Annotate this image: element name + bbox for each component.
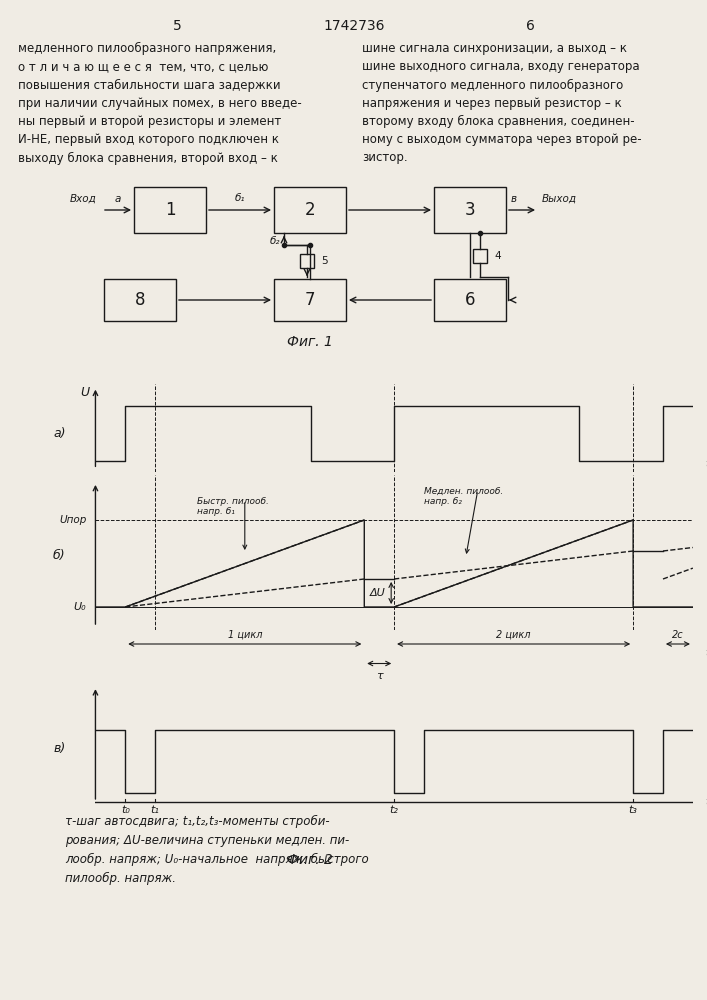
Text: 1 цикл: 1 цикл bbox=[228, 630, 262, 640]
Text: τ-шаг автосдвига; t₁,t₂,t₃-моменты строби-
рования; ΔU-величина ступеньки медлен: τ-шаг автосдвига; t₁,t₂,t₃-моменты строб… bbox=[65, 815, 369, 885]
Text: 2 цикл: 2 цикл bbox=[496, 630, 531, 640]
Text: U: U bbox=[81, 386, 90, 399]
Text: 4: 4 bbox=[494, 251, 501, 261]
Text: Вход: Вход bbox=[69, 194, 96, 204]
Text: 1: 1 bbox=[165, 201, 175, 219]
Text: t₀: t₀ bbox=[121, 805, 130, 815]
Text: Быстр. пилооб.
напр. б₁: Быстр. пилооб. напр. б₁ bbox=[197, 497, 269, 516]
Text: 6: 6 bbox=[464, 291, 475, 309]
Text: 6: 6 bbox=[525, 19, 534, 33]
Text: 7: 7 bbox=[305, 291, 315, 309]
Text: t₁: t₁ bbox=[151, 805, 160, 815]
Text: t₂: t₂ bbox=[390, 805, 399, 815]
Text: 2с: 2с bbox=[672, 630, 684, 640]
Text: Медлен. пилооб.
напр. б₂: Медлен. пилооб. напр. б₂ bbox=[424, 487, 503, 506]
Text: t: t bbox=[705, 648, 707, 658]
Text: медленного пилообразного напряжения,
о т л и ч а ю щ е е с я  тем, что, с целью
: медленного пилообразного напряжения, о т… bbox=[18, 42, 302, 165]
Text: 5: 5 bbox=[173, 19, 182, 33]
Bar bbox=[134, 187, 206, 233]
Text: 8: 8 bbox=[135, 291, 145, 309]
Text: 5: 5 bbox=[321, 256, 327, 266]
Text: б₁: б₁ bbox=[235, 193, 245, 203]
Bar bbox=[104, 279, 176, 321]
Text: а): а) bbox=[53, 427, 66, 440]
Text: t: t bbox=[705, 797, 707, 807]
Text: в: в bbox=[511, 194, 517, 204]
Bar bbox=[300, 254, 314, 268]
Text: t₃: t₃ bbox=[629, 805, 638, 815]
Bar bbox=[274, 279, 346, 321]
Text: в): в) bbox=[53, 742, 66, 755]
Text: 2: 2 bbox=[305, 201, 315, 219]
Text: а: а bbox=[115, 194, 121, 204]
Text: б): б) bbox=[53, 548, 66, 562]
Text: 1742736: 1742736 bbox=[323, 19, 385, 33]
Bar bbox=[434, 187, 506, 233]
Text: t: t bbox=[705, 459, 707, 469]
Bar bbox=[274, 187, 346, 233]
Bar bbox=[434, 279, 506, 321]
Text: Фиг. 1: Фиг. 1 bbox=[287, 335, 333, 349]
Text: Uпор: Uпор bbox=[59, 515, 86, 525]
Text: U₀: U₀ bbox=[74, 602, 86, 612]
Text: τ: τ bbox=[376, 671, 382, 681]
Text: ΔU: ΔU bbox=[370, 588, 385, 598]
Text: 3: 3 bbox=[464, 201, 475, 219]
Text: шине сигнала синхронизации, а выход – к
шине выходного сигнала, входу генератора: шине сигнала синхронизации, а выход – к … bbox=[362, 42, 642, 164]
Text: б₂: б₂ bbox=[269, 236, 280, 246]
Bar bbox=[473, 249, 487, 263]
Text: Выход: Выход bbox=[542, 194, 577, 204]
Text: Фиг. 2: Фиг. 2 bbox=[287, 853, 333, 867]
